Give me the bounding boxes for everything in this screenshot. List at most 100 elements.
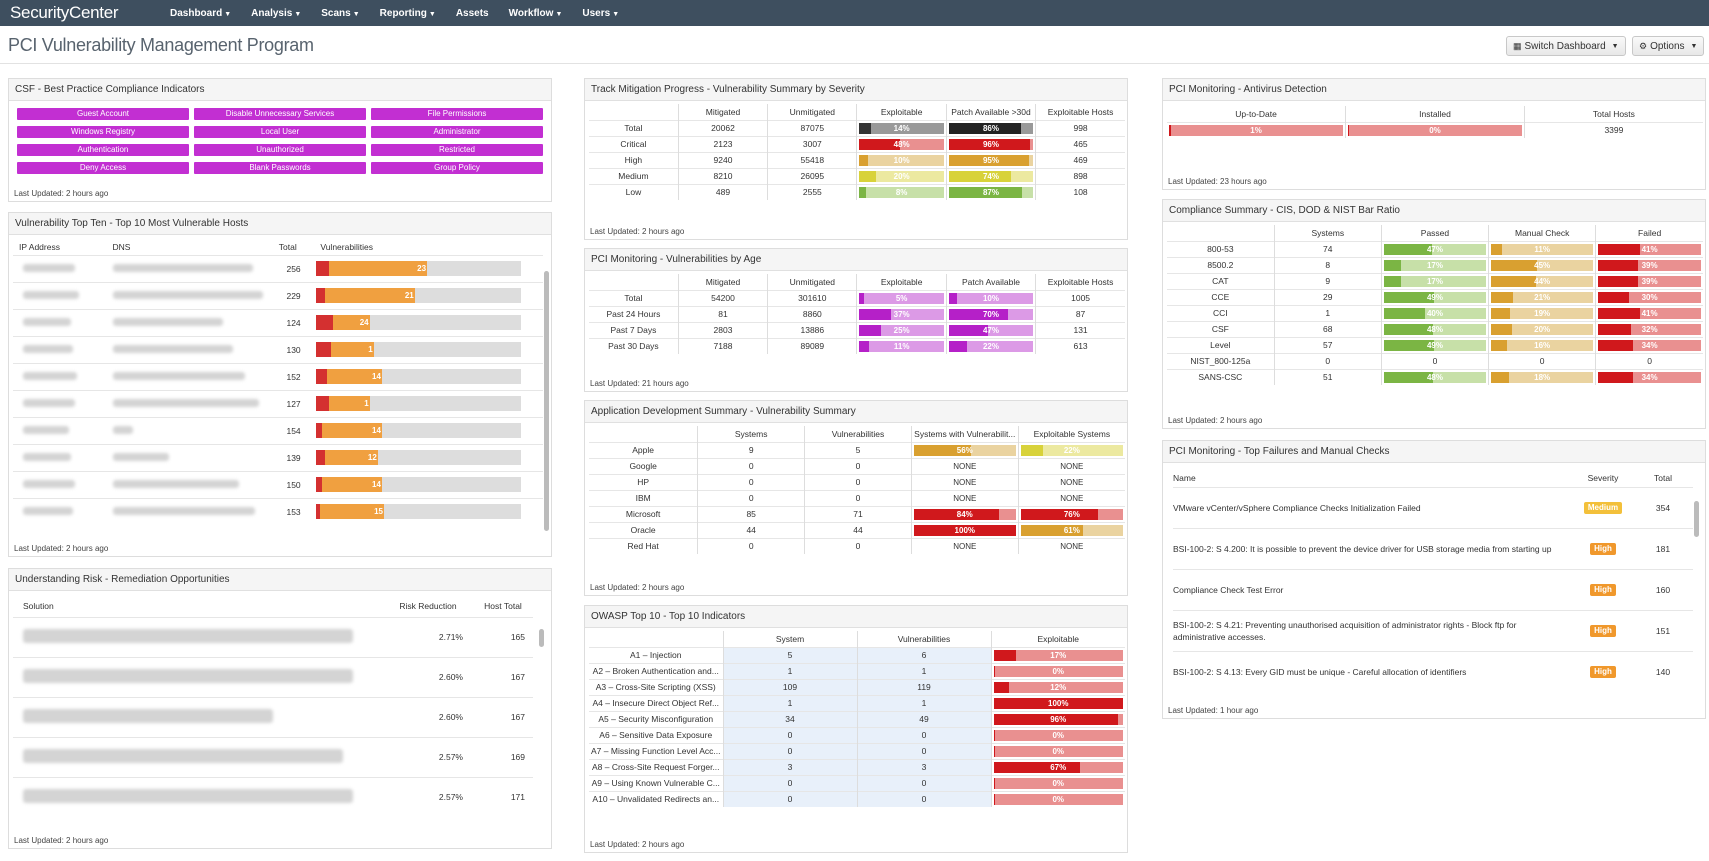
table-row[interactable]: A6 – Sensitive Data Exposure 0 0 0% <box>589 726 1125 743</box>
column-header[interactable]: Total <box>1654 472 1672 483</box>
column-header[interactable]: Up-to-Date <box>1167 106 1347 122</box>
table-row[interactable]: 1% 0% 3399 <box>1167 121 1703 138</box>
table-row[interactable]: Red Hat 0 0 NONE NONE <box>589 537 1125 554</box>
column-header[interactable]: Total Hosts <box>1592 108 1635 119</box>
nav-users[interactable]: Users ▼ <box>582 8 619 19</box>
nav-dashboard[interactable]: Dashboard ▼ <box>170 8 231 19</box>
nav-assets[interactable]: Assets <box>456 8 489 19</box>
app-logo[interactable]: SecurityCenter <box>10 3 119 22</box>
column-header[interactable] <box>589 631 724 647</box>
column-header[interactable]: Systems with Vulnerabilit... <box>911 426 1019 442</box>
column-header[interactable]: System <box>723 631 858 647</box>
table-row[interactable]: 229 21 <box>13 281 543 309</box>
table-row[interactable]: SANS-CSC 51 48% 18% 34% <box>1167 368 1703 385</box>
column-header[interactable]: Patch Available <box>946 274 1037 290</box>
column-header[interactable]: DNS <box>112 241 131 252</box>
csf-indicator-button[interactable]: File Permissions <box>371 108 543 120</box>
table-row[interactable]: Past 30 Days 7188 89089 11% 22% 613 <box>589 337 1125 354</box>
csf-indicator-button[interactable]: Deny Access <box>17 162 189 174</box>
table-row[interactable]: A10 – Unvalidated Redirects an... 0 0 0% <box>589 790 1125 807</box>
table-row[interactable]: A9 – Using Known Vulnerable C... 0 0 0% <box>589 774 1125 791</box>
column-header[interactable] <box>589 274 679 290</box>
column-header[interactable] <box>589 426 699 442</box>
column-header[interactable]: Patch Available >30d <box>946 104 1037 120</box>
table-row[interactable]: 139 12 <box>13 443 543 471</box>
column-header[interactable]: Exploitable Hosts <box>1047 106 1114 117</box>
scrollbar[interactable] <box>1694 501 1699 537</box>
column-header[interactable]: Passed <box>1381 225 1490 241</box>
csf-indicator-button[interactable]: Blank Passwords <box>194 162 366 174</box>
column-header[interactable]: Systems <box>1274 225 1382 241</box>
column-header[interactable]: Systems <box>697 426 806 442</box>
table-row[interactable]: IBM 0 0 NONE NONE <box>589 489 1125 506</box>
table-row[interactable]: A3 – Cross-Site Scripting (XSS) 109 119 12% <box>589 678 1125 695</box>
table-row[interactable]: 150 14 <box>13 470 543 498</box>
nav-analysis[interactable]: Analysis ▼ <box>251 8 301 19</box>
table-row[interactable]: A7 – Missing Function Level Acc... 0 0 0% <box>589 742 1125 759</box>
table-row[interactable]: Apple 9 5 56% 22% <box>589 441 1125 458</box>
table-row[interactable]: CCI 1 40% 19% 41% <box>1167 304 1703 321</box>
column-header[interactable]: Total <box>278 241 297 252</box>
scrollbar[interactable] <box>539 629 544 647</box>
scrollbar[interactable] <box>544 271 549 531</box>
column-header[interactable]: Exploitable <box>856 274 947 290</box>
table-row[interactable]: Past 7 Days 2803 13886 25% 47% 131 <box>589 321 1125 338</box>
column-header[interactable]: IP Address <box>19 241 60 252</box>
table-row[interactable]: HP 0 0 NONE NONE <box>589 473 1125 490</box>
table-row[interactable]: 124 24 <box>13 308 543 336</box>
column-header[interactable]: Vulnerabilities <box>804 426 912 442</box>
table-row[interactable]: Oracle 44 44 100% 61% <box>589 521 1125 538</box>
table-row[interactable]: CCE 29 49% 21% 30% <box>1167 288 1703 305</box>
column-header[interactable]: Severity <box>1587 472 1619 483</box>
column-header[interactable]: Vulnerabilities <box>857 631 992 647</box>
table-row[interactable]: Total 20062 87075 14% 86% 998 <box>589 119 1125 136</box>
nav-scans[interactable]: Scans ▼ <box>321 8 359 19</box>
table-row[interactable]: Compliance Check Test Error High 160 <box>1173 568 1693 610</box>
column-header[interactable]: Manual Check <box>1488 225 1597 241</box>
column-header[interactable] <box>589 104 679 120</box>
column-header[interactable]: Risk Reduction <box>399 600 457 611</box>
table-row[interactable]: 153 15 <box>13 497 543 525</box>
column-header[interactable]: Solution <box>23 600 54 611</box>
table-row[interactable]: A4 – Insecure Direct Object Ref... 1 1 100% <box>589 694 1125 711</box>
column-header[interactable]: Exploitable <box>856 104 947 120</box>
column-header[interactable]: Unmitigated <box>767 274 858 290</box>
column-header[interactable]: Host Total <box>484 600 522 611</box>
table-row[interactable]: 2.60% 167 <box>13 656 533 697</box>
table-row[interactable]: Past 24 Hours 81 8860 37% 70% 87 <box>589 305 1125 322</box>
column-header[interactable]: Exploitable <box>1037 633 1080 644</box>
table-row[interactable]: Microsoft 85 71 84% 76% <box>589 505 1125 522</box>
table-row[interactable]: High 9240 55418 10% 95% 469 <box>589 151 1125 168</box>
nav-workflow[interactable]: Workflow ▼ <box>509 8 563 19</box>
column-header[interactable]: Exploitable Systems <box>1033 428 1111 439</box>
table-row[interactable]: CSF 68 48% 20% 32% <box>1167 320 1703 337</box>
table-row[interactable]: BSI-100-2: S 4.13: Every GID must be uni… <box>1173 650 1693 692</box>
table-row[interactable]: Critical 2123 3007 48% 96% 465 <box>589 135 1125 152</box>
table-row[interactable]: 2.57% 171 <box>13 776 533 817</box>
table-row[interactable]: A8 – Cross-Site Request Forger... 3 3 67% <box>589 758 1125 775</box>
table-row[interactable]: 256 23 <box>13 254 543 282</box>
table-row[interactable]: A2 – Broken Authentication and... 1 1 0% <box>589 662 1125 679</box>
switch-dashboard-button[interactable]: ▦ Switch Dashboard ▼ <box>1506 36 1626 56</box>
column-header[interactable]: Failed <box>1638 227 1662 238</box>
table-row[interactable]: Medium 8210 26095 20% 74% 898 <box>589 167 1125 184</box>
column-header[interactable]: Vulnerabilities <box>320 241 373 252</box>
column-header[interactable]: Name <box>1173 472 1196 483</box>
csf-indicator-button[interactable]: Authentication <box>17 144 189 156</box>
options-button[interactable]: ⚙ Options ▼ <box>1632 36 1705 56</box>
table-row[interactable]: 152 14 <box>13 362 543 390</box>
table-row[interactable]: 127 1 <box>13 389 543 417</box>
table-row[interactable]: 2.60% 167 <box>13 696 533 737</box>
csf-indicator-button[interactable]: Group Policy <box>371 162 543 174</box>
table-row[interactable]: A5 – Security Misconfiguration 34 49 96% <box>589 710 1125 727</box>
table-row[interactable]: NIST_800-125a 0 0 0 0 <box>1167 352 1703 369</box>
table-row[interactable]: BSI-100-2: S 4.21: Preventing unauthoris… <box>1173 609 1693 651</box>
table-row[interactable]: 154 14 <box>13 416 543 444</box>
column-header[interactable]: Mitigated <box>678 274 769 290</box>
csf-indicator-button[interactable]: Restricted <box>371 144 543 156</box>
table-row[interactable]: CAT 9 17% 44% 39% <box>1167 272 1703 289</box>
column-header[interactable] <box>1167 225 1275 241</box>
table-row[interactable]: Total 54200 301610 5% 10% 1005 <box>589 289 1125 306</box>
table-row[interactable]: 130 1 <box>13 335 543 363</box>
column-header[interactable]: Installed <box>1345 106 1525 122</box>
